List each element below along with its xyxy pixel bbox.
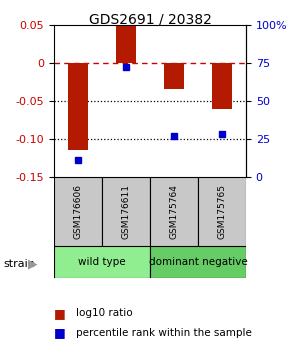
- Bar: [102, 177, 150, 246]
- Bar: [54, 246, 150, 278]
- Text: GSM176611: GSM176611: [122, 184, 130, 239]
- Text: percentile rank within the sample: percentile rank within the sample: [76, 328, 252, 338]
- Text: ■: ■: [54, 307, 66, 320]
- Text: log10 ratio: log10 ratio: [76, 308, 133, 318]
- Text: strain: strain: [3, 259, 35, 269]
- Bar: [116, 26, 136, 63]
- Text: GDS2691 / 20382: GDS2691 / 20382: [88, 12, 212, 27]
- Text: ■: ■: [54, 326, 66, 339]
- Text: wild type: wild type: [78, 257, 126, 267]
- Bar: [150, 246, 246, 278]
- Bar: [164, 63, 184, 90]
- Text: ▶: ▶: [28, 257, 37, 270]
- Text: GSM175765: GSM175765: [218, 184, 226, 239]
- Bar: [54, 177, 102, 246]
- Bar: [212, 63, 232, 109]
- Bar: [150, 177, 198, 246]
- Text: dominant negative: dominant negative: [148, 257, 248, 267]
- Text: GSM176606: GSM176606: [74, 184, 82, 239]
- Bar: [68, 63, 88, 150]
- Text: GSM175764: GSM175764: [169, 184, 178, 239]
- Bar: [198, 177, 246, 246]
